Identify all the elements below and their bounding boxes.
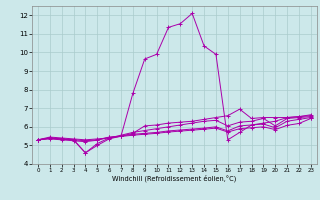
X-axis label: Windchill (Refroidissement éolien,°C): Windchill (Refroidissement éolien,°C) — [112, 175, 236, 182]
